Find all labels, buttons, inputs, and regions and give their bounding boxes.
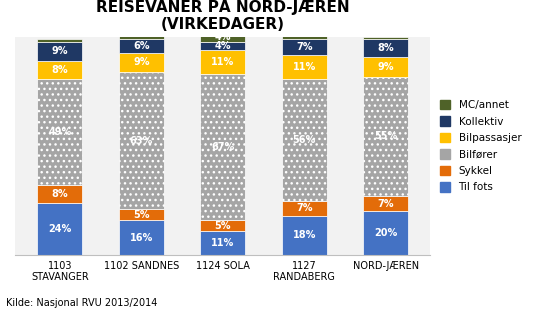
Bar xyxy=(200,231,245,255)
Text: 16%: 16% xyxy=(130,233,153,243)
Bar xyxy=(37,79,82,185)
Text: 18%: 18% xyxy=(292,230,316,240)
Text: 11%: 11% xyxy=(211,57,234,67)
Bar xyxy=(200,42,245,50)
Bar xyxy=(119,53,164,72)
Bar xyxy=(363,57,408,77)
Title: REISEVANER PÅ NORD-JÆREN
(VIRKEDAGER): REISEVANER PÅ NORD-JÆREN (VIRKEDAGER) xyxy=(96,0,349,32)
Bar xyxy=(282,39,326,55)
Bar xyxy=(363,211,408,255)
Text: 7%: 7% xyxy=(296,203,312,213)
Text: 5%: 5% xyxy=(215,220,231,231)
Bar xyxy=(200,50,245,74)
Bar xyxy=(37,42,82,61)
Text: 63%: 63% xyxy=(130,136,153,146)
Text: 6%: 6% xyxy=(133,41,149,51)
Text: 8%: 8% xyxy=(51,189,68,199)
Bar xyxy=(282,216,326,255)
Bar xyxy=(200,33,245,42)
Bar xyxy=(37,185,82,203)
Bar xyxy=(37,39,82,42)
Text: 49%: 49% xyxy=(48,127,72,137)
Text: 11%: 11% xyxy=(292,62,316,72)
Text: 56%: 56% xyxy=(292,135,316,145)
Text: 4%: 4% xyxy=(215,41,231,51)
Bar xyxy=(282,35,326,39)
Text: 9%: 9% xyxy=(133,57,149,67)
Bar xyxy=(119,39,164,53)
Bar xyxy=(363,37,408,39)
Bar xyxy=(119,35,164,39)
Text: 7%: 7% xyxy=(296,42,312,52)
Bar xyxy=(119,72,164,209)
Bar xyxy=(282,201,326,216)
Text: 24%: 24% xyxy=(48,224,72,234)
Bar xyxy=(37,203,82,255)
Bar xyxy=(200,74,245,220)
Text: 9%: 9% xyxy=(377,62,394,72)
Text: 67%: 67% xyxy=(211,142,234,152)
Text: Kilde: Nasjonal RVU 2013/2014: Kilde: Nasjonal RVU 2013/2014 xyxy=(6,298,157,308)
Bar xyxy=(37,61,82,79)
Text: 4%: 4% xyxy=(215,32,231,42)
Bar xyxy=(363,196,408,211)
Text: 7%: 7% xyxy=(377,199,394,209)
Legend: MC/annet, Kollektiv, Bilpassasjer, Bilfører, Sykkel, Til fots: MC/annet, Kollektiv, Bilpassasjer, Bilfø… xyxy=(440,100,522,193)
Text: 20%: 20% xyxy=(374,228,397,238)
Bar xyxy=(363,77,408,196)
Text: 9%: 9% xyxy=(51,46,68,57)
Text: 8%: 8% xyxy=(377,43,394,53)
Bar xyxy=(282,55,326,79)
Bar xyxy=(363,39,408,57)
Text: 8%: 8% xyxy=(51,65,68,75)
Bar xyxy=(200,220,245,231)
Bar xyxy=(119,209,164,220)
Text: 5%: 5% xyxy=(133,210,149,220)
Text: 11%: 11% xyxy=(211,238,234,248)
Bar xyxy=(119,220,164,255)
Bar xyxy=(282,79,326,201)
Text: 55%: 55% xyxy=(374,131,397,142)
